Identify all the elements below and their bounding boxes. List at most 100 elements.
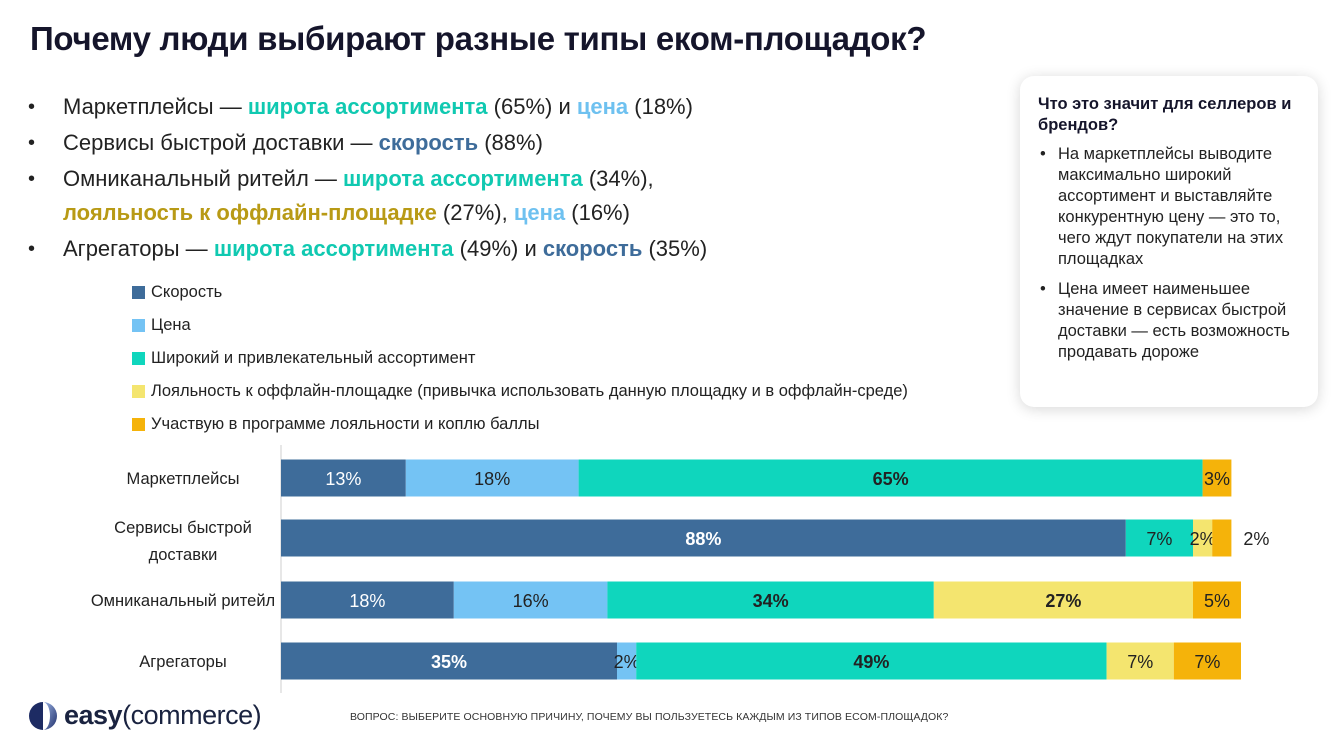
legend-item: Лояльность к оффлайн-площадке (привычка … (132, 375, 908, 408)
data-label: 88% (685, 529, 721, 549)
finding-text: (35%) (642, 236, 708, 261)
bar-segment (617, 642, 637, 680)
legend-swatch (132, 418, 145, 431)
bar-segment (1106, 642, 1174, 680)
bar-segment (281, 459, 406, 497)
bar-segment (1125, 519, 1193, 557)
legend-item: Участвую в программе лояльности и коплю … (132, 408, 908, 441)
bar-segment (1173, 642, 1241, 680)
category-label: Омниканальный ритейл (91, 592, 275, 610)
bar-segment (607, 581, 934, 619)
finding-text: (34%), (582, 166, 654, 191)
category-label: Сервисы быстрой доставки (114, 519, 252, 564)
finding-text: (88%) (478, 130, 543, 155)
bullet-dot: • (1040, 145, 1046, 163)
bar-segment (281, 519, 1126, 557)
callout-item: • Цена имеет наименьшее значение в серви… (1038, 279, 1308, 363)
stacked-bar-chart: Маркетплейсы 13% 18% 65% 3% Сервисы быстрой до… (91, 445, 1269, 693)
highlight-keyword: широта ассортимента (343, 166, 583, 191)
legend-item: Цена (132, 309, 908, 342)
highlight-keyword: цена (513, 200, 566, 225)
callout-item-text: Цена имеет наименьшее значение в сервиса… (1058, 280, 1290, 361)
bar-segment (405, 459, 579, 497)
legend-label: Широкий и привлекательный ассортимент (151, 349, 476, 367)
legend-label: Участвую в программе лояльности и коплю … (151, 415, 540, 433)
finding-text: (49%) и (453, 236, 543, 261)
callout-item-text: На маркетплейсы выводите максимально шир… (1058, 145, 1284, 268)
data-label: 2% (1190, 529, 1216, 549)
bar-segment (453, 581, 608, 619)
finding-text: Агрегаторы — (63, 236, 214, 261)
legend-swatch (132, 352, 145, 365)
bar-segment (281, 642, 617, 680)
finding-item: • Маркетплейсы — широта ассортимента (65%… (28, 90, 988, 124)
bullet-dot: • (28, 132, 36, 154)
highlight-keyword: широта ассортимента (213, 236, 454, 261)
logo-main: easy (64, 700, 123, 730)
category-label: Маркетплейсы (127, 470, 240, 488)
highlight-keyword: лояльность к оффлайн-площадке (63, 200, 437, 225)
legend-swatch (132, 385, 145, 398)
data-label: 34% (753, 591, 789, 611)
highlight-keyword: широта ассортимента (247, 94, 488, 119)
legend-item: Широкий и привлекательный ассортимент (132, 342, 908, 375)
highlight-keyword: скорость (378, 130, 479, 155)
data-label: 49% (853, 652, 889, 672)
survey-question-note: ВОПРОС: ВЫБЕРИТЕ ОСНОВНУЮ ПРИЧИНУ, ПОЧЕМ… (350, 711, 949, 723)
data-label: 65% (873, 469, 909, 489)
highlight-keyword: цена (576, 94, 629, 119)
data-label: 3% (1204, 469, 1230, 489)
data-label: 35% (431, 652, 467, 672)
finding-item: • Сервисы быстрой доставки — скорость (88… (28, 126, 988, 160)
finding-item: • Агрегаторы — широта ассортимента (49%) … (28, 232, 988, 266)
bullet-dot: • (28, 238, 36, 260)
data-label: 2% (1243, 529, 1269, 549)
brand-logo: easy(commerce) (28, 700, 262, 731)
logo-mark-icon (29, 701, 57, 730)
data-label: 7% (1146, 529, 1172, 549)
legend-item: Скорость (132, 276, 908, 309)
logo-sub: commerce (130, 700, 254, 730)
bar-segment (578, 459, 1203, 497)
finding-text: Сервисы быстрой доставки — (63, 130, 379, 155)
insight-callout: Что это значит для селлеров и брендов? •… (1020, 76, 1318, 407)
finding-text: (65%) и (487, 94, 577, 119)
highlight-keyword: скорость (542, 236, 643, 261)
bullet-dot: • (28, 96, 36, 118)
data-label: 18% (349, 591, 385, 611)
finding-text: (18%) (628, 94, 693, 119)
data-label: 16% (513, 591, 549, 611)
callout-item: • На маркетплейсы выводите максимально ш… (1038, 144, 1308, 270)
logo-paren-open: ( (122, 700, 131, 730)
logo-text: easy(commerce) (64, 700, 262, 731)
legend-swatch (132, 286, 145, 299)
bar-segment (281, 581, 454, 619)
bar-segment (933, 581, 1193, 619)
bullet-dot: • (1040, 280, 1046, 298)
data-label: 7% (1127, 652, 1153, 672)
page-title: Почему люди выбирают разные типы еком-пл… (30, 20, 927, 57)
bar-segment (636, 642, 1107, 680)
legend-label: Цена (151, 316, 191, 334)
finding-item: • Омниканальный ритейл — широта ассортиме… (28, 162, 988, 230)
data-label: 27% (1045, 591, 1081, 611)
bar-segment (1202, 459, 1232, 497)
callout-title: Что это значит для селлеров и брендов? (1038, 95, 1292, 134)
key-findings-list: • Маркетплейсы — широта ассортимента (65%… (28, 90, 988, 268)
data-label: 5% (1204, 591, 1230, 611)
finding-text: Маркетплейсы — (63, 94, 248, 119)
data-label: 7% (1194, 652, 1220, 672)
data-label: 18% (474, 469, 510, 489)
finding-text: Омниканальный ритейл — (63, 166, 344, 191)
data-label: 2% (614, 652, 640, 672)
finding-text: (16%) (565, 200, 630, 225)
logo-paren-close: ) (252, 700, 262, 730)
chart-legend: Скорость Цена Широкий и привлекательный ас… (132, 276, 908, 441)
legend-label: Скорость (151, 283, 223, 301)
finding-text: (27%), (436, 200, 514, 225)
category-label: Агрегаторы (139, 653, 226, 671)
bar-segment (1193, 581, 1241, 619)
data-label: 13% (325, 469, 361, 489)
legend-swatch (132, 319, 145, 332)
bar-segment (1193, 519, 1213, 557)
